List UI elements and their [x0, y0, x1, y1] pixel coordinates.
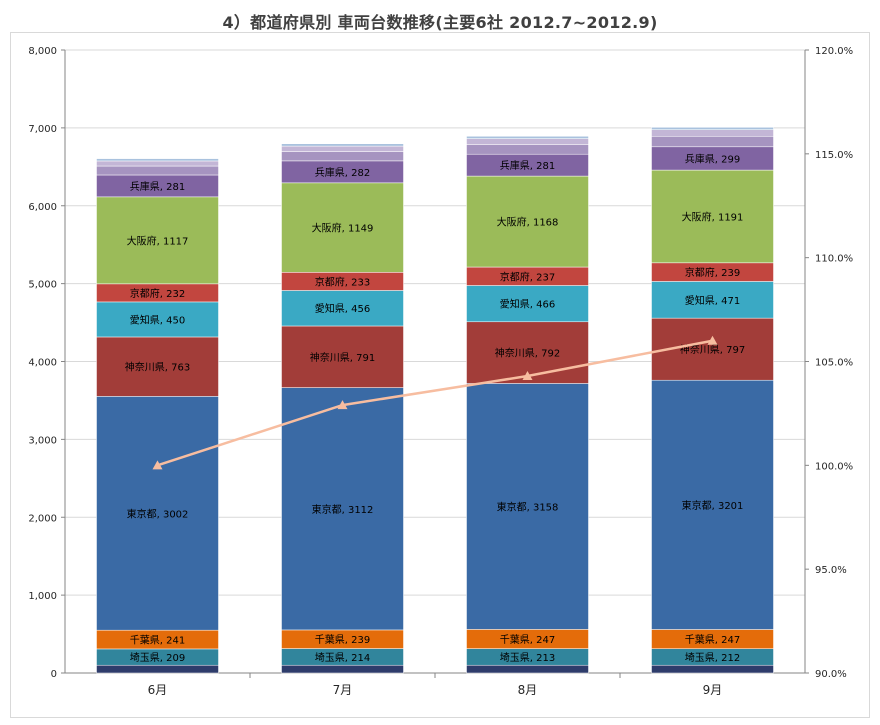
- y-tick-label: 3,000: [28, 435, 57, 446]
- bar-segment: [281, 387, 404, 631]
- bar-segment: [466, 144, 589, 155]
- data-label: 兵庫県, 281: [130, 180, 185, 193]
- data-label: 京都府, 239: [685, 266, 740, 279]
- y-tick-label: 2,000: [28, 513, 57, 524]
- bar-segment: [651, 129, 774, 137]
- data-label: 千葉県, 239: [315, 633, 370, 646]
- bar-segment: [466, 175, 589, 268]
- data-label: 千葉県, 241: [130, 634, 185, 647]
- data-label: 東京都, 3201: [682, 499, 744, 512]
- bar-segment: [651, 317, 774, 381]
- bar-segment: [281, 151, 404, 162]
- bar-segment: [651, 169, 774, 264]
- data-label: 大阪府, 1117: [127, 234, 189, 247]
- bar-segment: [281, 182, 404, 273]
- bar-segment: [651, 127, 774, 130]
- y-tick-label: 6,000: [28, 202, 57, 213]
- data-label: 京都府, 232: [130, 287, 185, 300]
- data-label: 神奈川県, 797: [680, 343, 745, 356]
- line-point: [152, 460, 163, 470]
- data-label: 神奈川県, 792: [495, 347, 560, 360]
- bar-segment: [651, 281, 774, 319]
- data-label: 兵庫県, 281: [500, 159, 555, 172]
- y-tick-label: 5,000: [28, 280, 57, 291]
- bar-segment: [281, 325, 404, 388]
- bar-segment: [281, 664, 404, 674]
- y2-tick-label: 95.0%: [815, 565, 847, 576]
- chart-title: 4）都道府県別 車両台数推移(主要6社 2012.7~2012.9): [222, 13, 658, 32]
- line-point: [337, 400, 348, 410]
- bar-segment: [96, 664, 219, 674]
- bar-segment: [281, 145, 404, 152]
- bar-segment: [466, 136, 589, 139]
- bar-segment: [281, 290, 404, 327]
- data-label: 愛知県, 450: [130, 313, 185, 326]
- y-tick-label: 4,000: [28, 358, 57, 369]
- data-label: 東京都, 3002: [127, 507, 189, 520]
- data-label: 神奈川県, 763: [125, 361, 190, 374]
- bar-segment: [96, 336, 219, 397]
- x-tick-label: 7月: [333, 683, 353, 697]
- y2-tick-label: 105.0%: [815, 358, 853, 369]
- y-tick-label: 1,000: [28, 591, 57, 602]
- data-label: 愛知県, 466: [500, 298, 555, 311]
- data-label: 埼玉県, 213: [500, 651, 555, 664]
- x-tick-label: 9月: [703, 683, 723, 697]
- x-tick-label: 6月: [148, 683, 168, 697]
- data-label: 大阪府, 1149: [312, 222, 374, 235]
- bar-segment: [96, 158, 219, 162]
- data-label: 千葉県, 247: [685, 633, 740, 646]
- bar-segment: [96, 196, 219, 285]
- data-label: 埼玉県, 214: [315, 651, 370, 664]
- bar-segment: [466, 383, 589, 630]
- bar-segment: [96, 165, 219, 176]
- data-label: 千葉県, 247: [500, 633, 555, 646]
- data-label: 愛知県, 456: [315, 302, 370, 315]
- data-label: 兵庫県, 299: [685, 152, 740, 165]
- data-label: 大阪府, 1168: [497, 216, 559, 229]
- data-label: 兵庫県, 282: [315, 166, 370, 179]
- bar-segment: [281, 143, 404, 147]
- data-label: 神奈川県, 791: [310, 351, 375, 364]
- bar-segment: [466, 285, 589, 323]
- y2-tick-label: 90.0%: [815, 669, 847, 680]
- y-tick-label: 0: [51, 669, 57, 680]
- data-label: 埼玉県, 209: [130, 651, 185, 664]
- data-label: 東京都, 3112: [312, 503, 374, 516]
- y2-tick-label: 100.0%: [815, 461, 853, 472]
- data-label: 愛知県, 471: [685, 294, 740, 307]
- bar-segment: [651, 664, 774, 674]
- y2-tick-label: 120.0%: [815, 46, 853, 57]
- x-tick-label: 8月: [518, 683, 538, 697]
- data-label: 埼玉県, 212: [685, 651, 740, 664]
- bar-segment: [96, 160, 219, 167]
- data-label: 東京都, 3158: [497, 500, 559, 513]
- bar-segment: [651, 136, 774, 148]
- bar-segment: [651, 379, 774, 630]
- data-label: 京都府, 233: [315, 275, 370, 288]
- line-point: [522, 371, 533, 381]
- line-series: [157, 339, 713, 467]
- line-point: [707, 335, 718, 345]
- bar-segment: [466, 664, 589, 674]
- bar-segment: [96, 396, 219, 631]
- data-label: 京都府, 237: [500, 270, 555, 283]
- y-tick-label: 8,000: [28, 46, 57, 57]
- bar-segment: [466, 138, 589, 145]
- bar-segment: [96, 301, 219, 338]
- y-tick-label: 7,000: [28, 124, 57, 135]
- y2-tick-label: 110.0%: [815, 254, 853, 265]
- y2-tick-label: 115.0%: [815, 150, 853, 161]
- data-label: 大阪府, 1191: [682, 210, 744, 223]
